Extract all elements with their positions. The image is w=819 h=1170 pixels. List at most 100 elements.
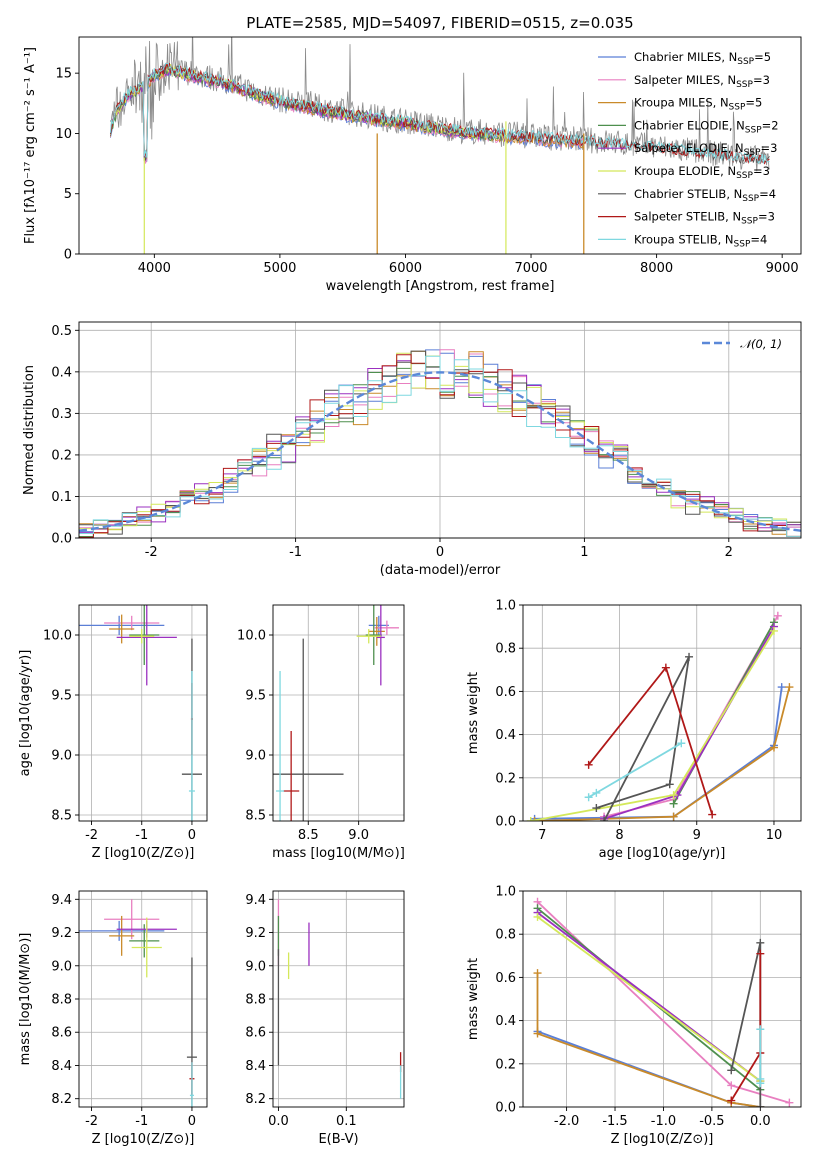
- y-tick-label: 0.5: [51, 324, 72, 339]
- legend-label-salpeter_elodie: Salpeter ELODIE, NSSP=3: [634, 141, 777, 158]
- y-tick-label: 0.3: [51, 407, 72, 422]
- massweight-marker-kroupa_elodie: [533, 912, 542, 921]
- massweight-line-kroupa_miles: [536, 973, 761, 1107]
- y-tick-label: 15: [55, 67, 72, 82]
- legend-value: =3: [753, 164, 770, 178]
- x-tick-label: 0: [188, 1114, 196, 1129]
- y-tick-label: 0.4: [495, 1014, 516, 1029]
- age-vs-mass-panel: 8.5 9.0 8.5 9.0 9.5 10.0 mass [log10(M/M⊙)]: [237, 604, 405, 861]
- y-axis-label: Normed distribution: [22, 365, 37, 495]
- y-tick-label: 10: [55, 127, 72, 142]
- axes-frame: [522, 890, 802, 1108]
- massweight-line-kroupa_stelib: [588, 742, 682, 798]
- x-tick-label: 0.0: [750, 1114, 771, 1129]
- massweight-line-chabrier_stelib: [596, 656, 690, 821]
- y-tick-label: 9.2: [245, 926, 266, 941]
- massweight-marker-kroupa_miles: [785, 683, 794, 692]
- x-tick-label: 0: [436, 545, 444, 560]
- legend-value: =3: [758, 210, 775, 224]
- massweight-marker-kroupa_miles: [533, 969, 542, 978]
- x-tick-label: -2.0: [554, 1114, 579, 1129]
- x-tick-label: -1.0: [651, 1114, 676, 1129]
- x-tick-label: 8000: [640, 261, 673, 276]
- y-tick-label: 8.2: [51, 1092, 72, 1107]
- y-tick-label: 1.0: [495, 885, 516, 900]
- x-axis-label: Z [log10(Z/Z⊙)]: [611, 1132, 714, 1147]
- y-tick-label: 0.2: [495, 1057, 516, 1072]
- massweight-marker-kroupa_elodie: [669, 791, 678, 800]
- spectrum-panel: 4000 5000 6000 7000 8000 9000 0 5 10 15 wavelength…: [23, 36, 802, 294]
- mass-vs-metallicity-panel: -2 -1 0 8.2 8.4 8.6 8.8 9.0 9.2 9.4 Z [log10(Z/Z⊙)…: [18, 890, 208, 1147]
- x-tick-label: -0.5: [699, 1114, 724, 1129]
- y-tick-label: 9.0: [245, 959, 266, 974]
- x-tick-label: 4000: [138, 261, 171, 276]
- x-tick-label: -2: [145, 545, 158, 560]
- y-tick-label: 0.8: [495, 928, 516, 943]
- massweight-marker-chabrier_stelib: [685, 652, 694, 661]
- age-vs-metallicity-panel: -2 -1 0 8.5 9.0 9.5 10.0 Z [log10(Z/Z⊙)] age [lo…: [18, 604, 208, 861]
- x-tick-label: 9: [693, 828, 701, 843]
- massweight-marker-salpeter_stelib: [727, 1096, 736, 1105]
- massweight-line-salpeter_stelib: [587, 665, 714, 815]
- grid-lines: [523, 890, 801, 1108]
- model-spectrum-chabrier_elodie: [109, 64, 507, 157]
- y-tick-label: 8.2: [245, 1092, 266, 1107]
- x-tick-label: 8: [615, 828, 623, 843]
- massweight-marker-kroupa_elodie: [526, 817, 535, 821]
- massweight-marker-kroupa_elodie: [769, 626, 778, 635]
- x-tick-label: -1: [135, 1114, 148, 1129]
- y-tick-label: 0.0: [495, 815, 516, 830]
- massweight-marker-chabrier_stelib: [665, 780, 674, 789]
- x-tick-label: 7000: [514, 261, 547, 276]
- legend-value: =4: [759, 187, 776, 201]
- normal-curve-line: [79, 371, 801, 532]
- y-tick-label: 5: [64, 187, 72, 202]
- legend-value: =3: [753, 73, 770, 87]
- grid-lines: [79, 891, 207, 1107]
- y-tick-label: 1.0: [495, 599, 516, 614]
- x-tick-label: 9000: [766, 261, 799, 276]
- legend-label-kroupa_stelib: Kroupa STELIB, NSSP=4: [634, 232, 767, 249]
- x-axis-label: Z [log10(Z/Z⊙)]: [92, 846, 195, 861]
- y-axis-label: age [log10(age/yr)]: [18, 650, 33, 777]
- massweight-marker-kroupa_stelib: [584, 793, 593, 802]
- y-tick-label: 9.0: [51, 959, 72, 974]
- y-tick-label: 0.4: [495, 728, 516, 743]
- x-axis-label: wavelength [Angstrom, rest frame]: [326, 279, 555, 294]
- x-tick-label: -2: [85, 828, 98, 843]
- y-tick-label: 0.8: [495, 642, 516, 657]
- y-tick-label: 8.8: [245, 993, 266, 1008]
- x-tick-label: 9.0: [348, 828, 369, 843]
- massweight-marker-chabrier_miles: [777, 683, 786, 692]
- legend-value: =5: [754, 50, 771, 64]
- legend-label-salpeter_miles: Salpeter MILES, NSSP=3: [634, 73, 770, 90]
- model-spectrum-kroupa_stelib: [109, 62, 770, 165]
- x-tick-label: -1.5: [602, 1114, 627, 1129]
- massweight-line-chabrier_miles: [534, 686, 783, 820]
- legend-label-chabrier_stelib: Chabrier STELIB, NSSP=4: [634, 187, 776, 204]
- y-tick-label: 9.0: [245, 749, 266, 764]
- massweight-marker-chabrier_elodie: [669, 799, 678, 808]
- legend-subscript: SSP: [745, 125, 762, 135]
- massweight-marker-kroupa_miles: [530, 817, 539, 821]
- legend-value: =4: [750, 232, 767, 246]
- x-tick-label: 5000: [263, 261, 296, 276]
- massweight-marker-chabrier_stelib: [592, 804, 601, 813]
- grid-lines: [273, 605, 404, 821]
- y-tick-label: 9.5: [245, 689, 266, 704]
- massweight-marker-chabrier_stelib: [756, 938, 765, 947]
- massweight-marker-kroupa_miles: [769, 743, 778, 752]
- x-axis-label: age [log10(age/yr)]: [599, 846, 726, 861]
- massweight-marker-chabrier_stelib: [600, 817, 609, 821]
- massweight-marker-salpeter_miles: [785, 1098, 794, 1107]
- legend-value: =5: [745, 96, 762, 110]
- massweight-marker-kroupa_miles: [533, 1029, 542, 1038]
- y-axis-label: mass weight: [466, 958, 481, 1040]
- y-tick-label: 8.8: [51, 993, 72, 1008]
- massweight-line-kroupa_elodie: [536, 916, 761, 1082]
- x-axis-label: mass [log10(M/M⊙)]: [272, 846, 405, 861]
- axes-frame: [78, 36, 802, 255]
- legend-subscript: SSP: [737, 57, 754, 67]
- massweight-marker-chabrier_stelib: [727, 1066, 736, 1075]
- legend-value: =2: [762, 118, 779, 132]
